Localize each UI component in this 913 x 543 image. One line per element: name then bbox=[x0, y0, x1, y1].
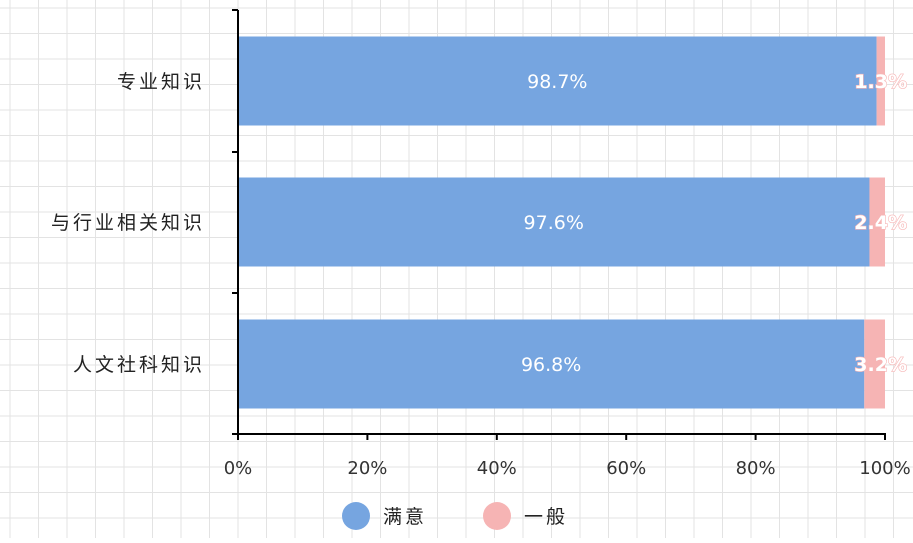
data-label-satisfied: 97.6% bbox=[524, 212, 584, 234]
bar-satisfied-3[interactable] bbox=[238, 319, 865, 409]
x-tick-label: 20% bbox=[347, 458, 387, 479]
bar-average-2[interactable] bbox=[869, 177, 885, 267]
category-label: 专业知识 bbox=[117, 71, 205, 93]
category-label: 人文社科知识 bbox=[73, 354, 205, 376]
legend-label: 满意 bbox=[383, 506, 427, 528]
bar-average-3[interactable] bbox=[864, 319, 885, 409]
bar-average-1[interactable] bbox=[876, 36, 885, 126]
x-tick-label: 0% bbox=[224, 458, 253, 479]
axes bbox=[232, 9, 886, 440]
data-label-average: 2.4% bbox=[854, 212, 907, 234]
data-label-average: 3.2% bbox=[854, 354, 907, 376]
legend-item[interactable]: 满意 bbox=[342, 502, 427, 530]
x-tick-labels: 0% 20% 40% 60% 80% 100% bbox=[224, 458, 911, 479]
x-tick-label: 100% bbox=[859, 458, 910, 479]
legend-swatch bbox=[483, 502, 511, 530]
x-tick-label: 40% bbox=[477, 458, 517, 479]
legend[interactable]: 满意 一般 bbox=[342, 502, 568, 530]
data-label-satisfied: 96.8% bbox=[521, 354, 581, 376]
legend-item[interactable]: 一般 bbox=[483, 502, 568, 530]
legend-label: 一般 bbox=[524, 506, 568, 528]
x-tick-label: 80% bbox=[736, 458, 776, 479]
bar-series: 98.7% 1.3% 97.6% 2.4% 96.8% 3.2% bbox=[238, 36, 908, 409]
bar-satisfied-1[interactable] bbox=[238, 36, 877, 126]
category-label: 与行业相关知识 bbox=[51, 212, 205, 234]
x-tick-label: 60% bbox=[606, 458, 646, 479]
bar-satisfied-2[interactable] bbox=[238, 177, 870, 267]
data-label-satisfied: 98.7% bbox=[527, 71, 587, 93]
legend-swatch bbox=[342, 502, 370, 530]
data-label-average: 1.3% bbox=[854, 71, 907, 93]
